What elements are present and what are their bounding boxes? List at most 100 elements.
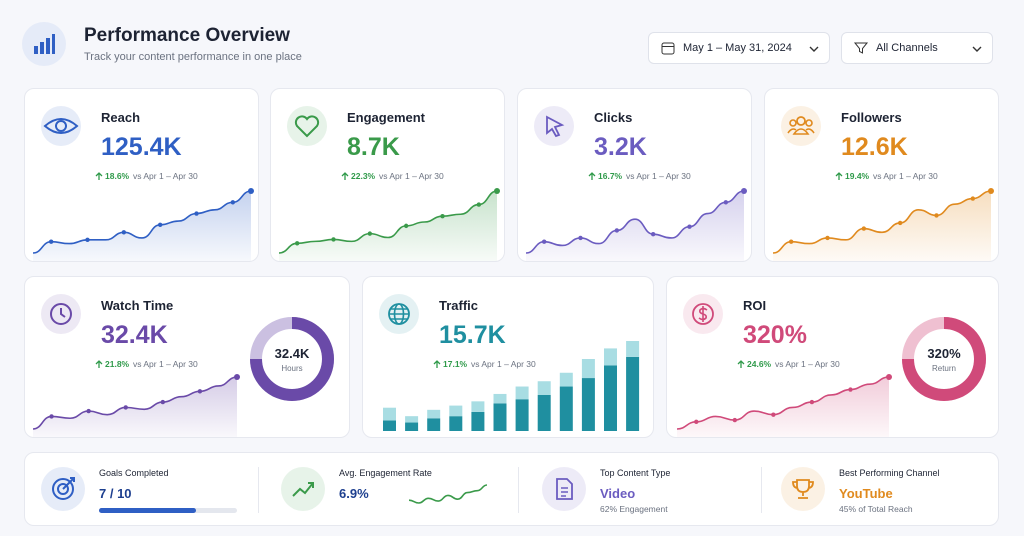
icon-tint bbox=[542, 467, 586, 511]
card-value: 125.4K bbox=[101, 133, 182, 161]
bar bbox=[515, 399, 529, 431]
icon-shape bbox=[561, 487, 568, 497]
point bbox=[440, 213, 445, 219]
divider bbox=[518, 467, 519, 513]
donut-arc bbox=[250, 317, 334, 401]
metric-card: Reach 125.4K 18.6% vs Apr 1 – Apr 30 bbox=[24, 88, 259, 262]
point bbox=[541, 239, 547, 244]
card-label: Clicks bbox=[594, 110, 633, 125]
icon-shape bbox=[50, 303, 72, 325]
icon-shape bbox=[692, 303, 714, 325]
icon-shape bbox=[389, 308, 409, 320]
sparkline bbox=[278, 188, 500, 261]
bar-segment bbox=[537, 381, 551, 395]
icon-badge bbox=[41, 467, 85, 511]
bar bbox=[604, 365, 617, 431]
date-filter[interactable]: May 1 – May 31, 2024 bbox=[648, 32, 830, 64]
up-arrow bbox=[588, 172, 596, 180]
point bbox=[331, 237, 336, 242]
line bbox=[772, 190, 992, 254]
bar-segment bbox=[427, 409, 441, 419]
up-arrow bbox=[737, 360, 745, 368]
arrow bbox=[95, 172, 103, 180]
comparison: vs Apr 1 – Apr 30 bbox=[775, 359, 840, 369]
icon-tint bbox=[281, 467, 325, 511]
filter-icon bbox=[853, 42, 869, 54]
card-value: 3.2K bbox=[594, 133, 647, 161]
icon bbox=[43, 118, 79, 134]
sparkline bbox=[772, 188, 994, 261]
bar bbox=[626, 356, 640, 431]
card-label: Traffic bbox=[439, 298, 479, 313]
summary-value: Video bbox=[600, 486, 636, 501]
bar bbox=[427, 418, 441, 431]
summary-label: Avg. Engagement Rate bbox=[339, 468, 432, 478]
metric-card: Clicks 3.2K 16.7% vs Apr 1 – Apr 30 bbox=[517, 88, 752, 262]
point bbox=[476, 202, 482, 207]
comparison: vs Apr 1 – Apr 30 bbox=[873, 171, 938, 181]
icon-badge bbox=[542, 467, 586, 511]
bar bbox=[559, 386, 573, 431]
bar bbox=[537, 395, 551, 431]
point bbox=[771, 412, 776, 417]
bar-segment bbox=[383, 407, 396, 421]
sparkline bbox=[32, 188, 254, 261]
icon-shape bbox=[546, 115, 565, 138]
line bbox=[525, 190, 745, 254]
bar-chart bbox=[383, 341, 640, 431]
point bbox=[809, 399, 815, 405]
card-label: Reach bbox=[101, 110, 141, 125]
area bbox=[526, 191, 744, 261]
point bbox=[825, 235, 830, 241]
icon-shape bbox=[787, 128, 815, 135]
point bbox=[886, 374, 892, 380]
card-label: Engagement bbox=[347, 110, 426, 125]
channel-filter[interactable]: All Channels bbox=[841, 32, 993, 64]
bar-segment bbox=[449, 405, 463, 417]
icon bbox=[692, 303, 714, 325]
point bbox=[234, 374, 240, 380]
bar bbox=[449, 416, 463, 431]
point bbox=[578, 235, 583, 241]
donut-arc bbox=[902, 317, 986, 401]
chevron bbox=[809, 46, 819, 52]
sparkline bbox=[32, 374, 240, 437]
point bbox=[861, 226, 867, 231]
change-value: 16.7% bbox=[598, 171, 623, 181]
line bbox=[32, 190, 252, 254]
bar bbox=[383, 420, 396, 431]
arrow bbox=[737, 360, 745, 368]
change-value: 19.4% bbox=[845, 171, 870, 181]
icon-badge bbox=[781, 467, 825, 511]
bar bbox=[405, 422, 419, 431]
channel: All Channels bbox=[876, 42, 938, 54]
icon bbox=[294, 115, 320, 138]
point bbox=[732, 417, 738, 423]
comparison: vs Apr 1 – Apr 30 bbox=[133, 171, 198, 181]
logo-icon bbox=[34, 34, 55, 54]
point bbox=[160, 399, 166, 405]
sparkline bbox=[525, 188, 747, 261]
up-arrow bbox=[95, 360, 103, 368]
point bbox=[970, 196, 976, 201]
icon-shape bbox=[789, 119, 797, 127]
summary-detail: 45% of Total Reach bbox=[839, 504, 913, 514]
point bbox=[48, 239, 54, 244]
bar-segment bbox=[405, 416, 419, 423]
summary-label: Top Content Type bbox=[600, 468, 671, 478]
sparkline bbox=[408, 484, 488, 504]
card-value: 32.4K bbox=[101, 321, 168, 349]
summary-label: Goals Completed bbox=[99, 468, 169, 478]
bar-segment bbox=[604, 348, 617, 366]
chevron bbox=[972, 46, 982, 52]
icon-shape bbox=[792, 479, 814, 499]
card-value: 15.7K bbox=[439, 321, 506, 349]
progress-track bbox=[99, 508, 237, 513]
arrow bbox=[588, 172, 596, 180]
icon-shape bbox=[60, 308, 66, 318]
point bbox=[197, 389, 203, 394]
card-label: ROI bbox=[743, 298, 767, 313]
watch-time-card: Watch Time 32.4K 21.8% vs Apr 1 – Apr 30 32.… bbox=[24, 276, 350, 438]
icon-tint bbox=[781, 106, 821, 146]
